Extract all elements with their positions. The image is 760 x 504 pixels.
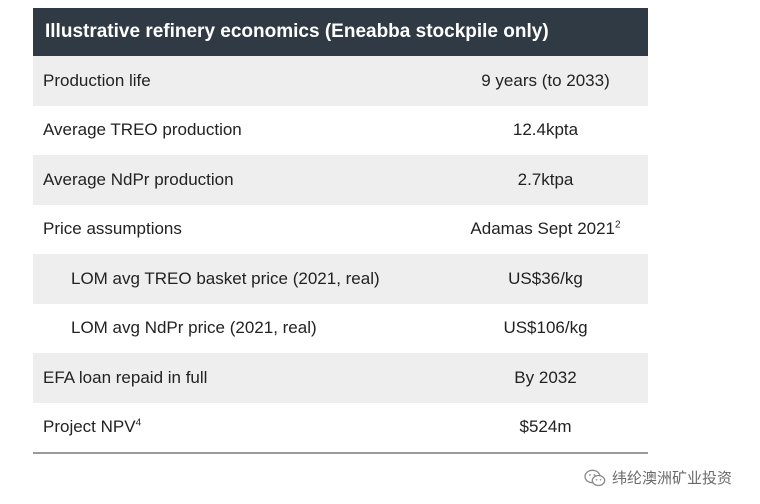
row-label: Average NdPr production	[43, 169, 234, 189]
footnote-marker: 2	[615, 219, 621, 231]
row-value: 9 years (to 2033)	[481, 70, 610, 90]
row-label: LOM avg NdPr price (2021, real)	[71, 318, 317, 338]
row-label: Production life	[43, 70, 151, 90]
row-value-text: Adamas Sept 2021	[470, 219, 616, 239]
table-bottom-rule	[33, 452, 648, 454]
watermark-text: 纬纶澳洲矿业投资	[611, 469, 732, 487]
row-value: 2.7ktpa	[517, 169, 574, 189]
row-label: Average TREO production	[43, 120, 242, 140]
row-label: Project NPV4	[33, 417, 443, 437]
row-value: 12.4kpta	[512, 120, 579, 140]
table-row-avg-treo-production: Average TREO production 12.4kpta	[33, 105, 648, 155]
row-label: Price assumptions	[43, 219, 182, 239]
wechat-icon	[584, 469, 606, 487]
table-row-production-life: Production life 9 years (to 2033)	[33, 56, 648, 106]
footnote-marker: 4	[135, 417, 142, 429]
row-label: LOM avg TREO basket price (2021, real)	[71, 268, 380, 288]
economics-table: Illustrative refinery economics (Eneabba…	[33, 8, 648, 454]
row-label-text: Project NPV	[43, 417, 136, 437]
watermark: 纬纶澳洲矿业投资	[584, 467, 732, 488]
row-value: Adamas Sept 20212	[443, 219, 648, 239]
row-value: $524m	[519, 417, 572, 437]
table-row-lom-treo-price: LOM avg TREO basket price (2021, real) U…	[33, 254, 648, 304]
row-value: US$106/kg	[503, 318, 588, 338]
table-row-price-assumptions: Price assumptions Adamas Sept 20212	[33, 204, 648, 254]
table-row-lom-ndpr-price: LOM avg NdPr price (2021, real) US$106/k…	[33, 303, 648, 353]
table-row-project-npv: Project NPV4 $524m	[33, 402, 648, 452]
row-value: US$36/kg	[508, 268, 583, 288]
row-value: By 2032	[514, 367, 577, 387]
table-row-efa-loan: EFA loan repaid in full By 2032	[33, 353, 648, 403]
table-title: Illustrative refinery economics (Eneabba…	[33, 8, 648, 56]
table-row-avg-ndpr-production: Average NdPr production 2.7ktpa	[33, 155, 648, 205]
row-label: EFA loan repaid in full	[43, 367, 208, 387]
